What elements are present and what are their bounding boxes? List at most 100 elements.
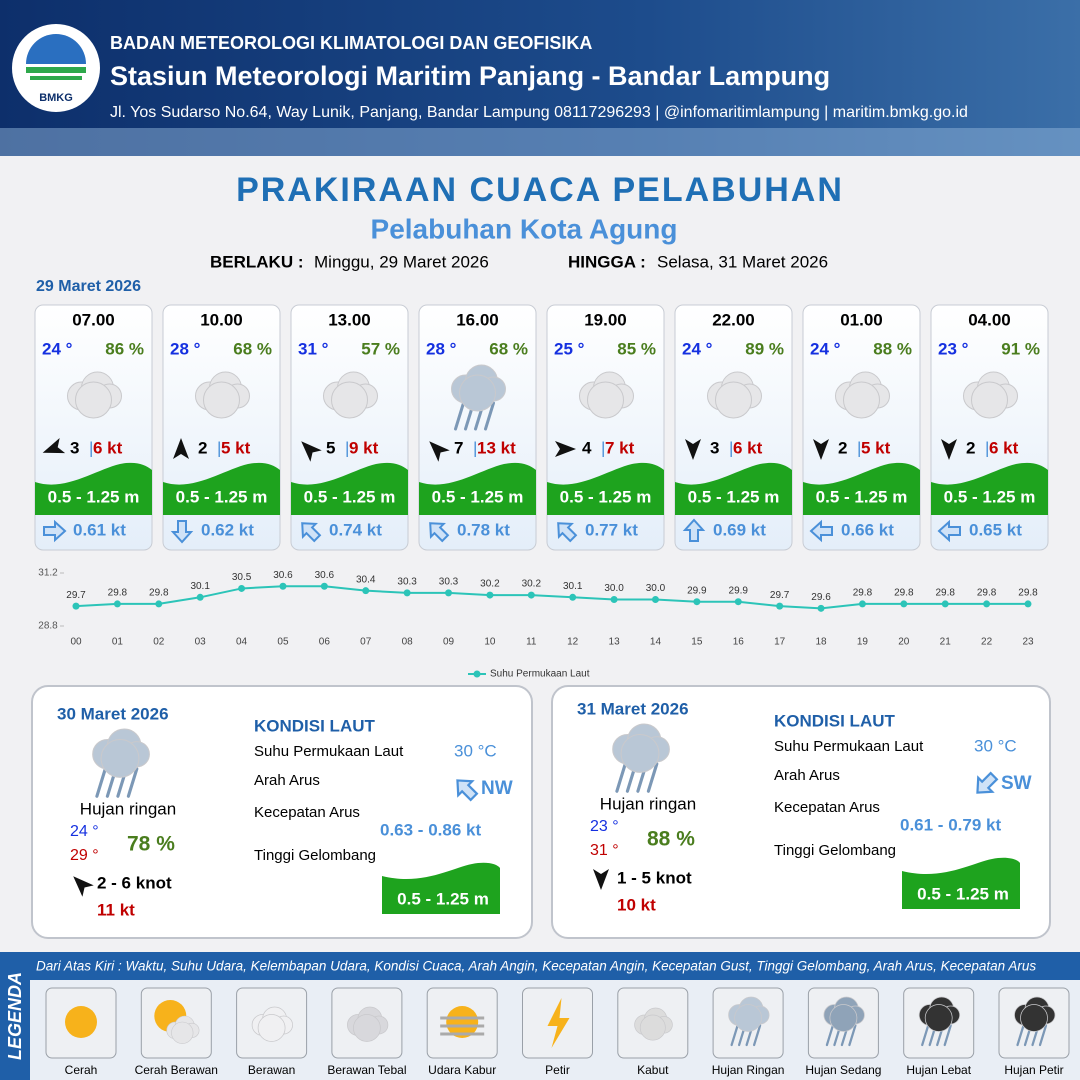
wind-arrow xyxy=(813,439,829,460)
wind: 1 - 5 knot xyxy=(617,868,692,887)
cloud-icon xyxy=(579,371,634,419)
wave: 0.5 - 1.25 m xyxy=(397,889,489,908)
time: 04.00 xyxy=(968,310,1011,329)
wind-arrow xyxy=(301,441,322,462)
data-label: 29.8 xyxy=(977,588,997,599)
point xyxy=(279,582,287,590)
wind-speed: 2 xyxy=(966,438,975,457)
point xyxy=(320,582,328,590)
current-arrow xyxy=(301,522,322,543)
data-label: 30.2 xyxy=(522,579,542,590)
data-label: 29.6 xyxy=(811,592,831,603)
x-tick-label: 16 xyxy=(733,637,745,648)
legend-item: Hujan Sedang xyxy=(805,1063,881,1077)
wind-arrow xyxy=(42,438,66,454)
wind-speed: 3 xyxy=(70,438,79,457)
tmin: 24 ° xyxy=(70,823,99,840)
wind-speed: 4 xyxy=(582,438,592,457)
point xyxy=(817,604,825,612)
x-tick-label: 15 xyxy=(691,637,703,648)
rain-drop xyxy=(454,401,465,431)
day-panel xyxy=(31,685,533,939)
current-arrow xyxy=(809,519,833,543)
separator: | xyxy=(857,438,861,457)
legend-marker xyxy=(473,670,481,678)
data-label: 30.3 xyxy=(397,577,417,588)
tmax: 29 ° xyxy=(70,847,99,864)
rain-drop xyxy=(752,1024,762,1047)
cloud-part xyxy=(715,381,752,419)
x-tick-label: 17 xyxy=(774,637,786,648)
gust: 7 kt xyxy=(605,438,635,457)
cloud-part xyxy=(353,1014,381,1042)
time: 10.00 xyxy=(200,310,243,329)
separator: | xyxy=(601,438,605,457)
data-label: 29.7 xyxy=(66,590,86,601)
point xyxy=(196,593,204,601)
wave-fill xyxy=(419,462,536,515)
temperature: 23 ° xyxy=(938,339,969,358)
current-speed: 0.78 kt xyxy=(457,520,510,539)
rain-icon xyxy=(92,728,150,798)
wind-speed: 5 xyxy=(326,438,335,457)
cloud-part xyxy=(843,381,880,419)
data-label: 29.8 xyxy=(149,588,169,599)
dir: NW xyxy=(481,778,513,799)
dir: SW xyxy=(1001,773,1032,794)
gust: 13 kt xyxy=(477,438,516,457)
legend-item: Cerah Berawan xyxy=(135,1063,218,1077)
point xyxy=(858,600,866,608)
x-tick-label: 09 xyxy=(443,637,455,648)
line xyxy=(75,585,1028,610)
header-floor xyxy=(0,128,1080,156)
separator: | xyxy=(89,438,93,457)
wind-speed: 3 xyxy=(710,438,719,457)
humidity: 57 % xyxy=(361,339,400,358)
wave-fill xyxy=(291,462,408,515)
humidity: 89 % xyxy=(745,339,784,358)
cloud-icon xyxy=(612,723,670,773)
sun xyxy=(65,1006,97,1038)
speed: 0.61 - 0.79 kt xyxy=(900,815,1001,834)
cloud-part xyxy=(171,1021,194,1044)
logo-shape xyxy=(26,34,86,64)
x-tick-label: 23 xyxy=(1022,637,1034,648)
subtitle: Pelabuhan Kota Agung xyxy=(371,213,678,244)
point xyxy=(983,600,991,608)
legend-item: Udara Kabur xyxy=(428,1063,496,1077)
point xyxy=(941,600,949,608)
humidity: 68 % xyxy=(233,339,272,358)
cloud-part xyxy=(587,381,624,419)
rain-drop xyxy=(95,767,107,798)
logo-text: BMKG xyxy=(39,92,73,104)
cloud-icon xyxy=(728,996,770,1032)
humidity: 68 % xyxy=(489,339,528,358)
to-label: HINGGA : xyxy=(568,252,646,271)
temperature: 24 ° xyxy=(810,339,841,358)
current-arrow xyxy=(456,779,479,802)
wind-speed: 2 xyxy=(838,438,847,457)
sst: 30 °C xyxy=(454,741,497,760)
cloud-part xyxy=(257,1014,286,1042)
current-arrow xyxy=(682,518,706,542)
day-date: 30 Maret 2026 xyxy=(57,704,169,723)
sea-title: KONDISI LAUT xyxy=(254,716,376,735)
legend-item: Kabut xyxy=(637,1063,669,1077)
x-tick-label: 07 xyxy=(360,637,372,648)
gust: 6 kt xyxy=(733,438,763,457)
point xyxy=(776,602,784,610)
condition: Hujan ringan xyxy=(600,794,696,813)
wave-height: 0.5 - 1.25 m xyxy=(176,487,268,506)
gust: 10 kt xyxy=(617,895,656,914)
data-label: 30.0 xyxy=(604,583,624,594)
separator: | xyxy=(729,438,733,457)
time: 19.00 xyxy=(584,310,627,329)
wave-height: 0.5 - 1.25 m xyxy=(944,487,1036,506)
point xyxy=(569,593,577,601)
cloud-icon xyxy=(634,1007,673,1041)
rain-icon xyxy=(728,996,770,1047)
rain-drop xyxy=(730,1024,739,1047)
data-label: 30.6 xyxy=(273,570,293,581)
humidity: 88 % xyxy=(873,339,912,358)
wave-height: 0.5 - 1.25 m xyxy=(48,487,140,506)
